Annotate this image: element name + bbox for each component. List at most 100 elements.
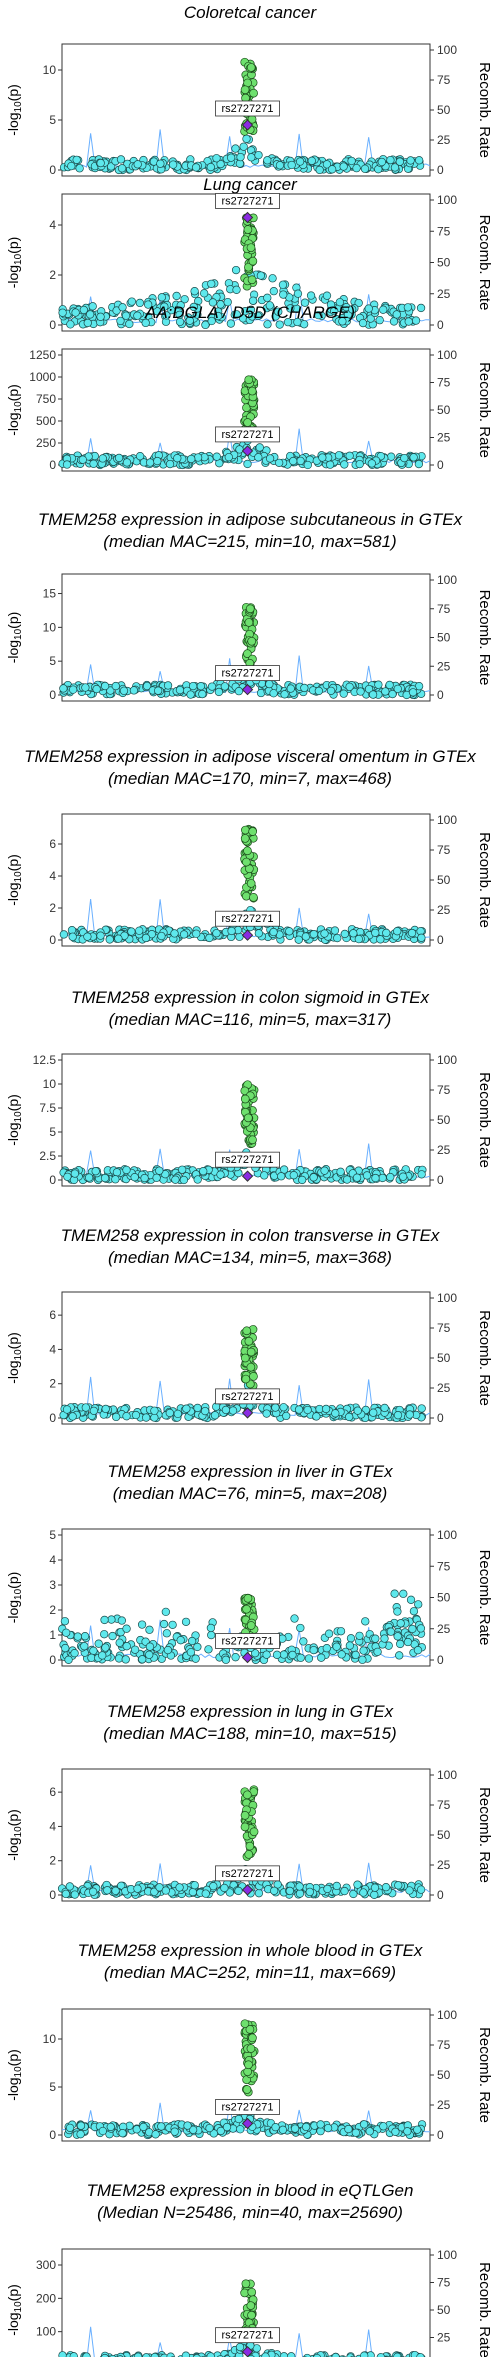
snp-point (417, 1404, 426, 1413)
y-tick-label: 1 (49, 1628, 56, 1642)
snp-point (96, 931, 105, 940)
snp-point (345, 451, 354, 460)
snp-point (135, 298, 145, 308)
y-tick-label: 750 (36, 392, 56, 406)
snp-point (408, 688, 418, 697)
snp-point (94, 1639, 103, 1648)
y-right-tick-label: 50 (437, 631, 451, 645)
snp-point (234, 2114, 243, 2124)
y-tick-label: 0 (49, 1411, 56, 1425)
snp-point (326, 686, 336, 696)
snp-point (277, 1172, 286, 1181)
y-right-tick-label: 25 (437, 1622, 451, 1636)
snp-point (186, 1648, 196, 1657)
snp-point-ld (243, 225, 253, 234)
snp-point (353, 1880, 362, 1889)
snp-point (121, 1655, 130, 1664)
snp-point-ld (246, 1347, 256, 1357)
snp-point (314, 686, 324, 696)
snp-point-ld (246, 1362, 256, 1372)
y-right-axis-label: Recomb. Rate (476, 215, 493, 311)
snp-point (271, 1403, 280, 1412)
y-tick-label: 2 (49, 901, 56, 915)
y-tick-label: 7.5 (39, 1101, 56, 1115)
snp-point (373, 1647, 382, 1656)
y-tick-label: 0 (49, 1173, 56, 1187)
y-right-axis-label: Recomb. Rate (476, 832, 493, 928)
y-right-tick-label: 100 (437, 1291, 457, 1305)
snp-point (409, 1607, 419, 1616)
snp-point (193, 1175, 202, 1184)
lead-snp-label: rs2727271 (222, 1868, 274, 1880)
snp-point (168, 1620, 177, 1629)
snp-point (92, 684, 101, 694)
snp-point-ld (246, 879, 256, 888)
panel-subtitle: (median MAC=215, min=10, max=581) (103, 532, 396, 551)
lead-snp-label: rs2727271 (222, 1391, 274, 1403)
snp-point-ld (246, 2044, 256, 2053)
y-axis-label: -log10(p) (5, 84, 24, 136)
panel-subtitle: (median MAC=134, min=5, max=368) (108, 1248, 392, 1267)
snp-point-ld (240, 1822, 250, 1832)
snp-point (360, 164, 370, 173)
snp-point (239, 142, 248, 151)
snp-point (323, 1884, 332, 1894)
snp-point (333, 933, 342, 943)
snp-point (355, 459, 364, 469)
snp-point (222, 2122, 232, 2132)
snp-point-ld (243, 1790, 252, 1800)
y-right-tick-label: 25 (437, 2098, 451, 2112)
snp-point (285, 927, 294, 936)
snp-point (83, 932, 92, 941)
y-tick-label: 10 (43, 1077, 57, 1091)
snp-point-ld (242, 1326, 252, 1336)
snp-point (317, 1653, 326, 1662)
snp-point (70, 1649, 79, 1658)
snp-point (253, 311, 263, 321)
snp-point-ld (245, 604, 255, 614)
y-right-tick-label: 75 (437, 1798, 451, 1812)
y-right-tick-label: 0 (437, 1173, 444, 1187)
snp-point (161, 1886, 170, 1895)
snp-point (188, 1887, 197, 1897)
snp-point (406, 1595, 416, 1604)
lead-snp-marker (241, 1170, 254, 1182)
y-right-tick-label: 50 (437, 1113, 451, 1127)
snp-point (282, 1411, 291, 1421)
snp-point (176, 301, 185, 310)
panel-title: TMEM258 expression in adipose subcutaneo… (38, 510, 463, 529)
snp-point (175, 310, 184, 320)
y-axis-label: -log10(p) (5, 2284, 24, 2336)
snp-point (269, 286, 278, 296)
y-right-tick-label: 75 (437, 843, 451, 857)
snp-point (290, 2124, 300, 2133)
snp-point (272, 1650, 282, 1659)
snp-points (58, 213, 426, 330)
y-right-tick-label: 25 (437, 1381, 451, 1395)
snp-point (279, 290, 288, 299)
snp-points (58, 375, 426, 470)
snp-point-ld (241, 825, 250, 835)
snp-point (256, 271, 266, 280)
y-right-tick-label: 0 (437, 458, 444, 472)
snp-point (59, 930, 69, 939)
snp-point (417, 1170, 426, 1179)
snp-point (315, 165, 324, 175)
y-tick-label: 0 (49, 688, 56, 702)
snp-point (380, 1403, 389, 1413)
snp-point (70, 1169, 80, 1178)
snp-point (399, 1589, 408, 1598)
snp-point (85, 310, 95, 319)
snp-point-ld (246, 1621, 256, 1630)
panel-4: TMEM258 expression in adipose subcutaneo… (5, 510, 493, 702)
snp-point (140, 1173, 149, 1183)
y-right-tick-label: 75 (437, 1083, 451, 1097)
panel-title: TMEM258 expression in adipose visceral o… (24, 747, 476, 766)
snp-point (254, 929, 263, 938)
y-right-tick-label: 0 (437, 1653, 444, 1667)
snp-point (108, 1631, 117, 1641)
snp-point (269, 1886, 279, 1895)
y-right-tick-label: 50 (437, 403, 451, 417)
snp-point (83, 318, 92, 328)
snp-point (100, 1615, 109, 1625)
